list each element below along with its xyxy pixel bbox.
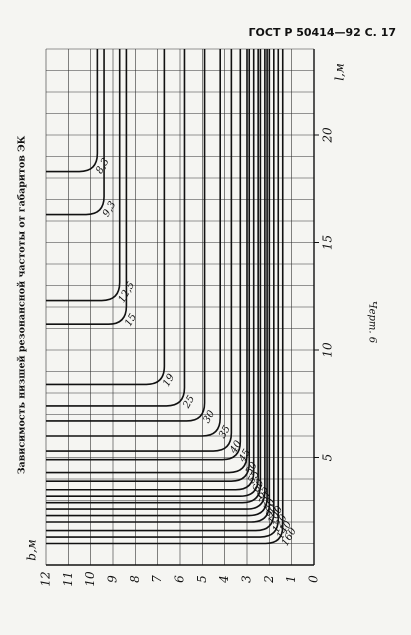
curve: [46, 49, 105, 216]
curve: [46, 49, 99, 173]
curve: [46, 49, 121, 302]
x-tick-label: 1: [284, 575, 298, 583]
curve: [46, 49, 275, 532]
curve: [46, 49, 259, 497]
curve: [46, 49, 271, 523]
curve: [46, 49, 233, 452]
y-tick-label: 5: [321, 454, 335, 462]
curve: [46, 49, 248, 474]
curve: [46, 49, 186, 407]
x-tick-label: 10: [83, 571, 97, 587]
curve: [46, 49, 128, 325]
x-tick-label: 4: [217, 575, 231, 584]
x-axis-label: b,м: [25, 539, 39, 560]
y-axis-label: l,м: [333, 63, 347, 81]
x-tick-label: 0: [307, 575, 321, 583]
curve: [46, 49, 268, 517]
x-tick-label: 5: [195, 575, 209, 583]
x-tick-label: 6: [173, 575, 187, 583]
curve: [46, 49, 251, 482]
curve: [46, 49, 266, 510]
curve: [46, 49, 166, 386]
x-tick-label: 8: [128, 575, 142, 583]
curve: [46, 49, 284, 545]
page-header: ГОСТ Р 50414—92 С. 17: [249, 26, 396, 39]
x-tick-label: 11: [61, 571, 75, 586]
y-tick-label: 15: [321, 235, 335, 250]
curve: [46, 49, 206, 422]
curve: [46, 49, 255, 491]
x-tick-label: 2: [262, 575, 276, 584]
x-tick-label: 7: [150, 575, 164, 583]
x-tick-label: 9: [106, 575, 120, 583]
y-tick-label: 20: [321, 127, 335, 144]
curve: [46, 49, 242, 461]
chart: 012345678910111251015208,39,312,51519253…: [39, 48, 335, 587]
x-tick-label: 3: [240, 575, 254, 583]
caption: Зависимость низшей резонансной частоты о…: [17, 135, 28, 474]
x-tick-label: 12: [39, 571, 53, 586]
figure-label: Черт. 6: [367, 301, 378, 344]
y-tick-label: 10: [321, 342, 335, 358]
curve: [46, 49, 280, 538]
curve: [46, 49, 262, 504]
curve: [46, 49, 221, 437]
